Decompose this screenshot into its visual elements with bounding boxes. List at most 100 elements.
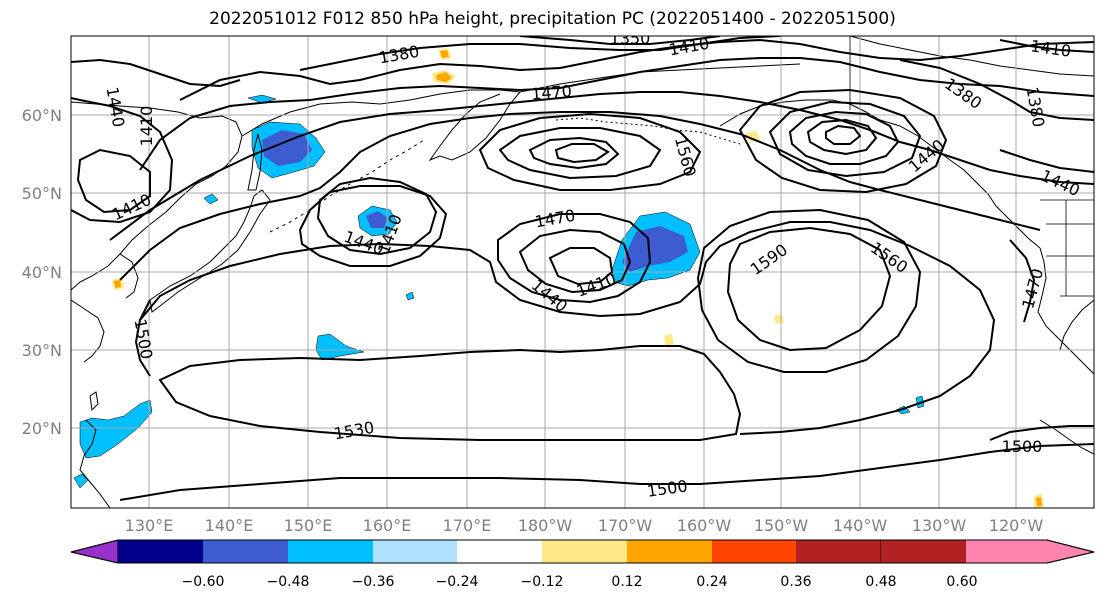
contour-label: 1410: [137, 106, 156, 147]
contour-1380-westlow: [71, 58, 241, 88]
precip-core-central-pacific: [622, 226, 688, 272]
coast-north-america: [1037, 247, 1094, 375]
contour-low-alaska-1: [738, 88, 948, 194]
contour-high-east-1590: [726, 226, 892, 352]
contour-1500-south: [119, 443, 1094, 501]
contour-1410-kuriles: [316, 176, 438, 256]
contour-1530-south: [158, 345, 742, 441]
coast-korea: [119, 253, 139, 299]
colorbar-segment: [627, 540, 712, 563]
colorbar-tick-label: 0.60: [946, 574, 977, 590]
precip-pos-sea-okhotsk-core: [436, 72, 452, 82]
contour-low-aleutian-1: [478, 112, 702, 191]
precip-core-kurile: [366, 211, 388, 228]
contour-low-aleutian-3: [528, 136, 620, 170]
coast-japan: [149, 189, 271, 313]
contour-1440-east: [999, 149, 1094, 173]
contour-1380-east: [899, 59, 1094, 121]
contour-1470-north: [109, 91, 1094, 241]
plot-frame: [70, 35, 1095, 509]
lon-label: 120°W: [989, 516, 1044, 535]
contour-label: 1500: [1002, 437, 1043, 456]
contour-1350: [519, 36, 721, 45]
colorbar-tick-label: 0.48: [865, 574, 896, 590]
contour-1500-southeast: [989, 425, 1094, 441]
colorbar-segment: [542, 540, 627, 563]
contour-label: 1350: [610, 29, 651, 48]
lon-label: 150°E: [284, 516, 333, 535]
contour-low-alaska-4: [806, 118, 878, 156]
coast-alaska: [719, 99, 1041, 249]
latitude-labels: 60°N 50°N 40°N 30°N 20°N: [22, 106, 62, 438]
contour-1500-north: [119, 111, 1041, 281]
colorbar: −0.60 −0.48 −0.36 −0.24 −0.12 0.12 0.24 …: [70, 539, 1095, 590]
lat-label: 20°N: [22, 419, 62, 438]
contour-1410-east: [999, 39, 1094, 53]
colorbar-tick-label: −0.24: [436, 574, 479, 590]
contour-label: 1410: [667, 34, 710, 60]
precip-pos-dateline: [664, 334, 674, 346]
lon-label: 140°W: [833, 516, 888, 535]
colorbar-tick-label: −0.48: [267, 574, 310, 590]
colorbar-tick-label: −0.36: [352, 574, 395, 590]
contour-1440-kuriles: [298, 185, 448, 267]
precip-blob-midlat: [315, 333, 365, 361]
lon-label: 130°E: [125, 516, 174, 535]
colorbar-segment: [712, 540, 796, 563]
contour-1440-westlow: [71, 97, 174, 224]
colorbar-outline: [70, 539, 1095, 564]
lon-label: 170°W: [598, 516, 653, 535]
colorbar-segment: [373, 540, 457, 563]
contour-low-aleutian-4: [554, 143, 610, 164]
lon-label: 140°E: [205, 516, 254, 535]
coast-siberia-north: [519, 63, 801, 93]
colorbar-segment: [203, 540, 288, 563]
precip-core-okhotsk: [262, 130, 312, 166]
precip-blob-small-1: [203, 193, 219, 205]
precip-pos-japan-core: [114, 280, 121, 288]
colorbar-tick-label: 0.24: [696, 574, 727, 590]
lon-label: 170°E: [443, 516, 492, 535]
colorbar-extend-low: [70, 539, 119, 564]
coast-kuriles: [269, 139, 425, 233]
coast-kamchatka: [428, 91, 521, 162]
precip-blob-kamchatka-coast: [247, 94, 277, 104]
coast-arctic: [849, 36, 1094, 77]
lon-label: 150°W: [754, 516, 809, 535]
contour-1440-north: [139, 57, 1094, 171]
contour-low-alaska-5: [825, 124, 862, 145]
colorbar-tick-label: −0.60: [182, 574, 225, 590]
colorbar-segment: [796, 540, 881, 563]
precip-pos-north-core: [440, 50, 449, 58]
precip-pos-alaska: [746, 130, 760, 142]
contour-1410-low: [548, 247, 614, 286]
colorbar-ticks: −0.60 −0.48 −0.36 −0.24 −0.12 0.12 0.24 …: [182, 574, 978, 590]
colorbar-segment: [288, 540, 373, 563]
coast-taiwan: [89, 391, 99, 412]
political-borders: [849, 36, 1094, 297]
colorbar-segment: [118, 540, 203, 563]
contour-1470-low: [497, 213, 652, 304]
colorbar-tick-label: −0.12: [521, 574, 564, 590]
coast-okhotsk: [241, 89, 521, 137]
lat-label: 50°N: [22, 184, 62, 203]
precip-blob-philippine: [79, 399, 153, 459]
contour-low-alaska-3: [788, 110, 900, 165]
map-title: 2022051012 F012 850 hPa height, precipit…: [209, 9, 896, 29]
coast-philippines: [79, 419, 111, 508]
contour-label: 1470: [530, 81, 572, 103]
lon-label: 160°E: [363, 516, 412, 535]
lat-label: 40°N: [22, 263, 62, 282]
contour-low-alaska-2: [768, 100, 922, 178]
colorbar-tick-label: 0.36: [780, 574, 811, 590]
precip-blob-small-4: [405, 291, 415, 301]
contour-1470-east: [1009, 239, 1036, 323]
lon-label: 160°W: [677, 516, 732, 535]
colorbar-segment: [881, 540, 966, 563]
contour-1560-east: [696, 208, 922, 373]
precip-pos-southeast-core: [1036, 497, 1042, 506]
border-usa-states: [1046, 200, 1094, 297]
contour-1530-mid: [139, 221, 996, 435]
lon-label: 130°W: [912, 516, 967, 535]
